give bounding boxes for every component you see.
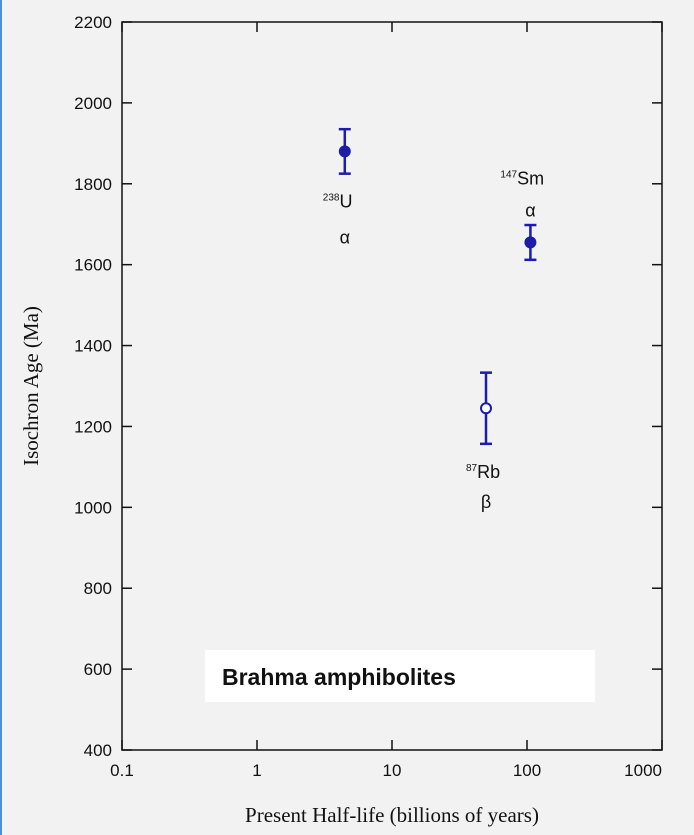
y-tick-label: 600 (84, 660, 112, 679)
y-tick-label: 1600 (74, 256, 112, 275)
annotation-decay: α (525, 200, 535, 220)
annotation-mass: 147 (500, 169, 517, 180)
annotation-mass: 87 (466, 463, 478, 474)
y-tick-label: 1000 (74, 498, 112, 517)
y-tick-label: 400 (84, 741, 112, 760)
y-tick-label: 2200 (74, 13, 112, 32)
label-box (205, 650, 595, 702)
y-tick-label: 2000 (74, 94, 112, 113)
data-point (338, 145, 351, 158)
annotation-decay: β (481, 492, 491, 512)
annotation: 238U (323, 191, 353, 211)
data-point (480, 402, 493, 415)
y-tick-label: 1400 (74, 337, 112, 356)
x-tick-label: 100 (513, 761, 541, 780)
annotation-element: U (339, 191, 352, 211)
y-tick-label: 1800 (74, 175, 112, 194)
chart-label: Brahma amphibolites (222, 664, 456, 690)
annotation: 87Rb (466, 462, 500, 482)
y-tick-label: 1200 (74, 417, 112, 436)
x-tick-label: 1000 (624, 761, 662, 780)
x-tick-label: 0.1 (110, 761, 134, 780)
annotation-element: Sm (517, 168, 544, 188)
y-tick-label: 800 (84, 579, 112, 598)
x-axis-title: Present Half-life (billions of years) (245, 803, 539, 827)
data-point (524, 236, 537, 249)
y-axis-title: Isochron Age (Ma) (19, 306, 43, 466)
annotation-decay: α (340, 227, 350, 247)
annotation: 147Sm (500, 168, 544, 188)
annotation-mass: 238 (323, 192, 340, 203)
annotation-element: Rb (477, 462, 500, 482)
x-tick-label: 1 (252, 761, 261, 780)
x-tick-label: 10 (383, 761, 402, 780)
